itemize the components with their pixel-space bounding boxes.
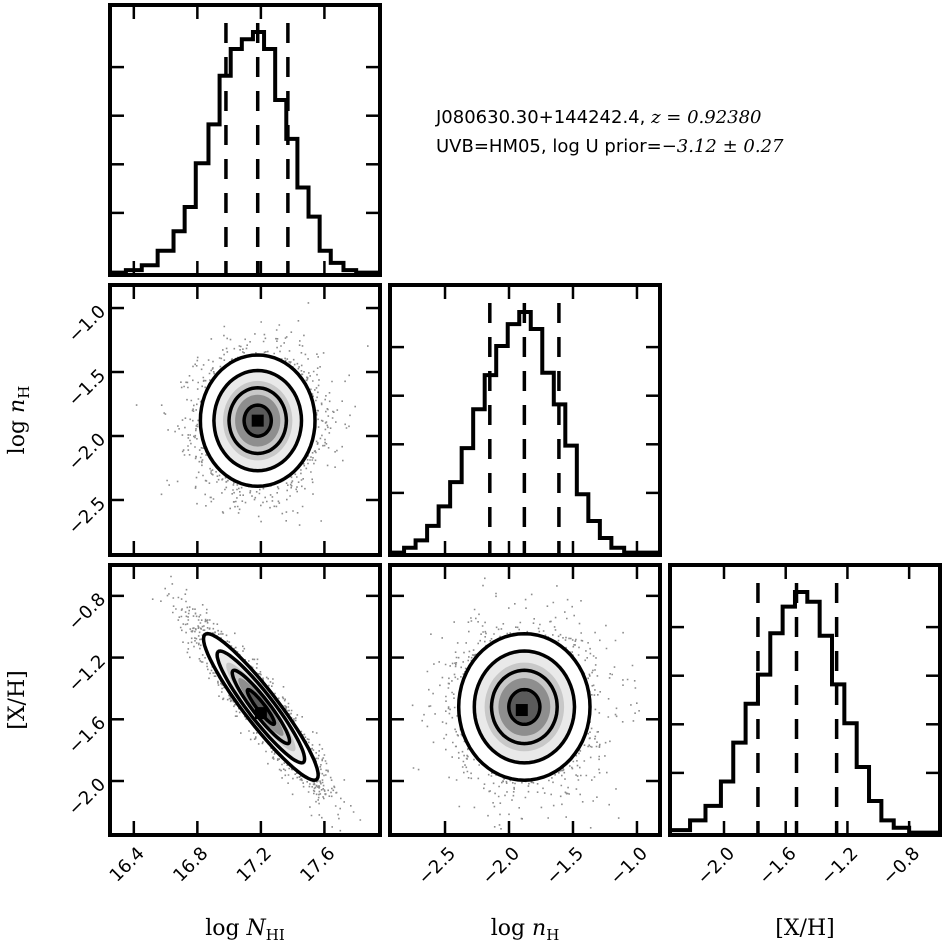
annotation: J080630.30+144242.4, z = 0.92380 UVB=HM0… <box>435 107 784 157</box>
contour-2-nH-XH <box>472 649 577 765</box>
axes-1-1 <box>388 283 662 557</box>
axes-2-0 <box>108 563 382 837</box>
panel-frame <box>108 3 382 277</box>
contour-3-nH-XH <box>489 668 559 746</box>
x-tick-label-NHI: 16.4 <box>106 843 149 886</box>
hist-panel-XH <box>668 583 942 835</box>
y-ticklabels-nH: −1.0 −1.5 −2.0 −2.5 <box>64 301 110 539</box>
annotation-line-2: UVB=HM05, log U prior=−3.12 ± 0.27 <box>436 136 784 157</box>
contour-1-NHI-XH <box>201 631 320 782</box>
y-tick-label-nH: −1.5 <box>64 365 110 411</box>
y-tick-label-XH: −2.0 <box>64 774 110 820</box>
density-peak-NHI-nH <box>251 414 264 427</box>
contour-1-NHI-nH <box>198 353 317 489</box>
x-tick-label-nH: −2.5 <box>414 843 460 889</box>
y-axis-label-nH: log nH <box>5 386 33 455</box>
y-tick-label-nH: −2.0 <box>64 429 110 475</box>
samples-nH-XH <box>411 577 640 835</box>
y-tick-label-XH: −1.6 <box>64 712 110 758</box>
panel-frame <box>668 563 942 837</box>
x-tick-label-nH: −1.0 <box>606 843 652 889</box>
x-tick-label-NHI: 17.2 <box>233 843 276 886</box>
x-tick-label-nH: −2.0 <box>478 843 524 889</box>
x-tick-label-NHI: 17.6 <box>296 843 339 886</box>
x-ticklabels-NHI: 16.4 16.8 17.2 17.6 <box>106 843 340 886</box>
contour-3-NHI-XH <box>230 668 292 746</box>
x-tick-label-XH: −1.6 <box>755 843 801 889</box>
samples-NHI-XH <box>151 575 362 832</box>
density-level-5-NHI-XH <box>248 691 273 723</box>
contour-4-NHI-XH <box>245 687 277 727</box>
panel-frame <box>108 563 382 837</box>
axes-2-1 <box>388 563 662 837</box>
x-axis-label-NHI: log NHI <box>205 916 285 944</box>
y-tick-label-XH: −1.2 <box>64 651 110 697</box>
hist-XH <box>668 590 942 835</box>
x-tick-label-NHI: 16.8 <box>169 843 212 886</box>
samples-NHI-nH <box>135 302 369 555</box>
scatter-panel-NHI-nH <box>135 302 369 555</box>
y-tick-label-XH: −0.8 <box>64 589 110 635</box>
contour-1-nH-XH <box>456 631 592 782</box>
x-ticklabels-nH: −2.5 −2.0 −1.5 −1.0 <box>414 843 652 889</box>
density-peak-nH-XH <box>515 704 528 717</box>
contour-4-NHI-nH <box>242 403 274 438</box>
panels-layer: 16.4 16.8 17.2 17.6 −2.5 −2.0 −1.5 −1.0 −2.0 −1.6… <box>5 3 942 944</box>
hist-panel-NHI <box>108 23 382 275</box>
x-tick-label-XH: −2.0 <box>693 843 739 889</box>
hist-NHI <box>108 30 382 275</box>
y-tick-label-nH: −1.0 <box>64 301 110 347</box>
axes-0-0 <box>108 3 382 277</box>
y-ticklabels-XH: −0.8 −1.2 −1.6 −2.0 <box>64 589 110 820</box>
y-tick-label-nH: −2.5 <box>64 493 110 539</box>
x-tick-label-nH: −1.5 <box>542 843 588 889</box>
y-axis-label-XH: [X/H] <box>5 670 30 729</box>
x-tick-label-XH: −1.2 <box>817 843 863 889</box>
hist-nH <box>388 310 662 555</box>
contour-2-NHI-nH <box>212 368 304 473</box>
density-peak-NHI-XH <box>254 707 267 720</box>
x-ticklabels-XH: −2.0 −1.6 −1.2 −0.8 <box>693 843 924 889</box>
hist-panel-nH <box>388 303 662 555</box>
contour-3-NHI-nH <box>227 386 289 456</box>
panel-frame <box>388 563 662 837</box>
contour-4-nH-XH <box>507 687 542 727</box>
scatter-panel-nH-XH <box>411 577 640 835</box>
x-axis-label-XH: [X/H] <box>775 916 834 941</box>
axes-1-0 <box>108 283 382 557</box>
panel-frame <box>108 283 382 557</box>
x-tick-label-XH: −0.8 <box>878 843 924 889</box>
contour-2-NHI-XH <box>215 649 307 765</box>
axes-2-2 <box>668 563 942 837</box>
scatter-panel-NHI-XH <box>151 575 362 832</box>
x-axis-label-nH: log nH <box>491 916 560 944</box>
annotation-line-1: J080630.30+144242.4, z = 0.92380 <box>435 107 762 128</box>
panel-frame <box>388 283 662 557</box>
